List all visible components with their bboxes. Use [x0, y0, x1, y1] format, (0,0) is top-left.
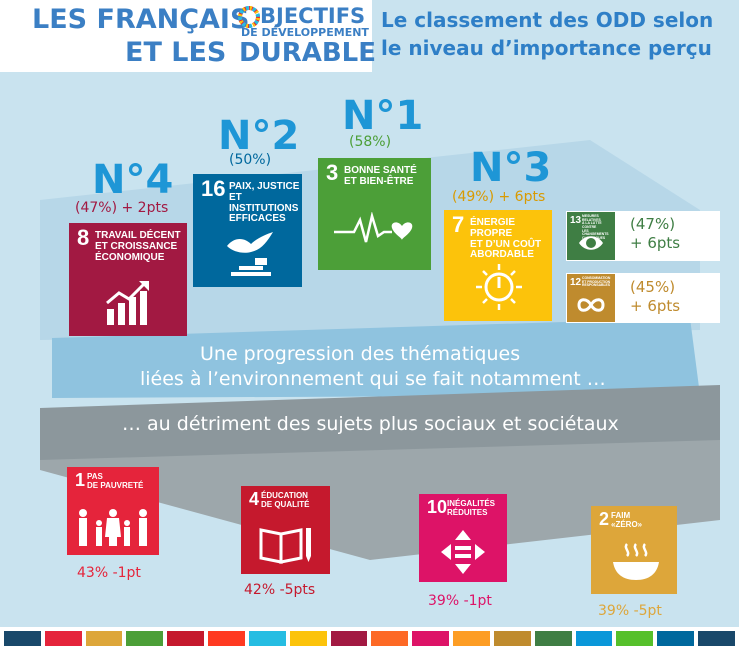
- subtitle-line1: Le classement des ODD selon: [381, 8, 714, 32]
- light-band: [52, 318, 700, 398]
- stat-sdg4: 42% -5pts: [244, 582, 316, 598]
- tile-number: 16: [201, 176, 226, 201]
- rank-1: N°1: [342, 93, 424, 139]
- stat-sdg12: (45%) + 6pts: [630, 278, 681, 315]
- tile-number: 1: [75, 470, 86, 490]
- sun-power-icon: [476, 264, 522, 310]
- bowl-icon: [613, 543, 659, 580]
- tile-label: Éducation de qualité: [261, 491, 310, 509]
- band-light-line1: Une progression des thématiques: [200, 343, 521, 365]
- rank-3: N°3: [470, 145, 552, 191]
- tile-sdg4: 4 Éducation de qualité: [241, 486, 330, 574]
- tile-sdg16: 16 Paix, justice et institutions efficaces: [193, 174, 302, 287]
- equality-arrows-icon: [441, 530, 485, 574]
- stat-sdg16: (50%): [229, 152, 272, 168]
- tile-number: 7: [452, 212, 465, 237]
- tile-label: Pas de pauvreté: [87, 472, 144, 490]
- header-line2: ET LES: [125, 37, 227, 68]
- rank-2: N°2: [218, 113, 300, 159]
- tile-number: 4: [249, 489, 260, 509]
- stat-sdg1: 43% -1pt: [77, 565, 141, 581]
- band-grey-line: … au détriment des sujets plus sociaux e…: [122, 413, 619, 435]
- subtitle-line2: le niveau d’importance perçu: [381, 36, 712, 60]
- tile-sdg13: 13 Mesures relatives à la lutte contre les…: [567, 212, 615, 260]
- tile-number: 2: [599, 509, 610, 529]
- tile-sdg2: 2 Faim «zéro»: [591, 506, 677, 594]
- tile-sdg12: 12 Consommation et production responsables: [567, 274, 615, 322]
- growth-chart-icon: [106, 281, 149, 325]
- header-line1: LES FRANÇAIS: [32, 4, 250, 35]
- heartbeat-icon: [334, 212, 413, 243]
- band-light-line2: liées à l’environnement qui se fait nota…: [140, 368, 606, 390]
- tile-number: 8: [77, 225, 90, 250]
- header-de-developpement: DE DÉVELOPPEMENT: [241, 26, 369, 39]
- tile-number: 10: [427, 497, 448, 517]
- grey-funnel-shape: [40, 440, 720, 560]
- tile-sdg3: 3 Bonne santé et bien-être: [318, 158, 431, 270]
- stat-sdg8: (47%) + 2pts: [75, 200, 169, 216]
- stat-sdg3: (58%): [349, 134, 392, 150]
- tile-label: Travail décent et croissance économique: [95, 230, 181, 263]
- tile-label: Consommation et production responsables: [582, 276, 611, 288]
- tile-label: Faim «zéro»: [611, 511, 643, 529]
- sdg-wheel-icon: [238, 6, 260, 28]
- tile-sdg7: 7 Énergie propre et d’un coût abordable: [444, 210, 552, 321]
- stat-sdg2: 39% -5pt: [598, 603, 662, 619]
- header-durable: DURABLE: [239, 38, 376, 68]
- stat-sdg10: 39% -1pt: [428, 593, 492, 609]
- stat-sdg13: (47%) + 6pts: [630, 215, 681, 252]
- infinity-icon: [577, 298, 605, 312]
- tile-sdg1: 1 Pas de pauvreté: [67, 467, 159, 555]
- dove-gavel-icon: [227, 232, 273, 276]
- stat-sdg7: (49%) + 6pts: [452, 189, 546, 205]
- tile-label: Paix, justice et institutions efficaces: [229, 181, 300, 225]
- tile-number: 3: [326, 160, 339, 185]
- eye-globe-icon: [579, 236, 603, 250]
- header-objectifs: BJECTIFS: [260, 4, 366, 28]
- tile-label: Énergie propre et d’un coût abordable: [470, 217, 542, 261]
- sdg-color-stripe: [0, 627, 739, 646]
- tile-label: Bonne santé et bien-être: [344, 165, 417, 187]
- tile-sdg10: 10 Inégalités réduites: [419, 494, 507, 582]
- rank-4: N°4: [92, 157, 174, 203]
- tile-sdg8: 8 Travail décent et croissance économique: [69, 223, 187, 336]
- tile-label: Inégalités réduites: [447, 499, 496, 517]
- header-box: LES FRANÇAIS ET LES BJECTIFS DE DÉVELOPP…: [0, 0, 376, 72]
- book-pencil-icon: [259, 528, 311, 564]
- family-icon: [79, 509, 147, 546]
